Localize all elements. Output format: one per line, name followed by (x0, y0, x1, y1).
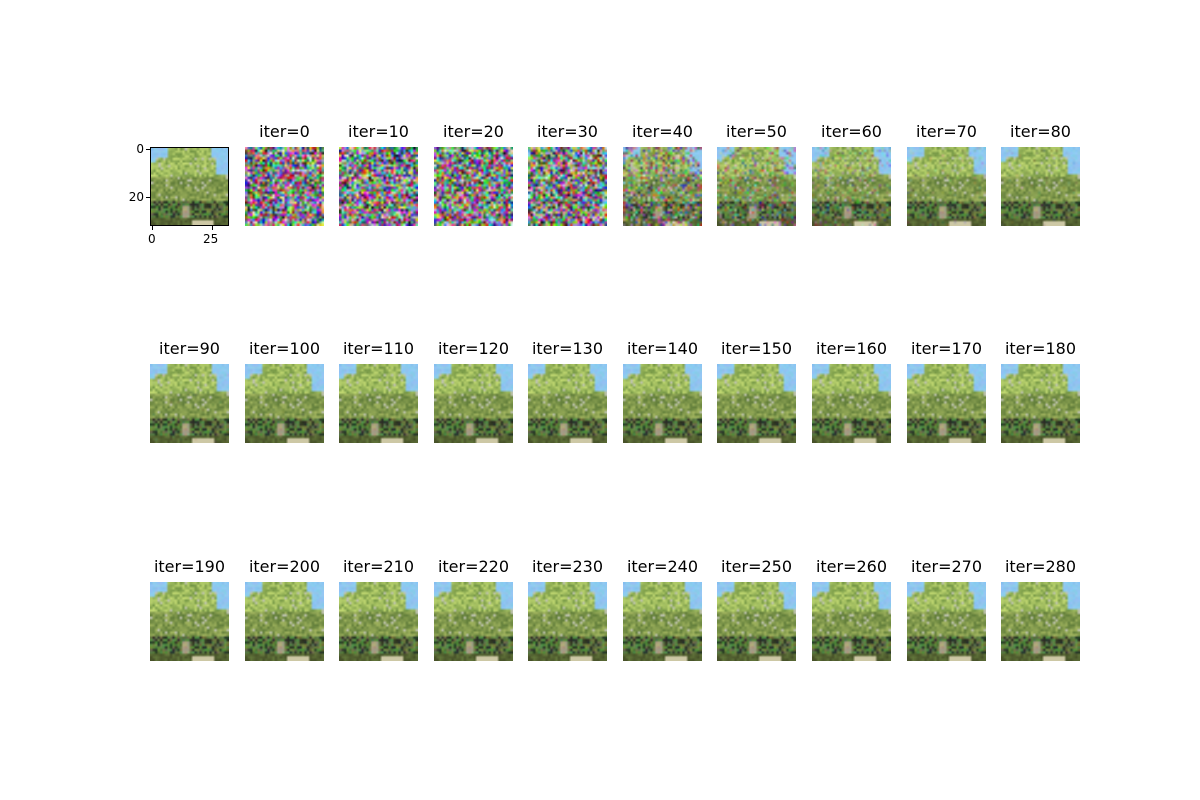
panel-title: iter=130 (531, 339, 604, 358)
generated-image-tile (339, 147, 418, 226)
generated-image-tile (1001, 364, 1080, 443)
panel-title: iter=250 (720, 557, 793, 576)
generated-image-tile (812, 364, 891, 443)
panel-title: iter=260 (815, 557, 888, 576)
panel-title: iter=180 (1004, 339, 1077, 358)
panel-title: iter=240 (626, 557, 699, 576)
generated-image-tile (1001, 147, 1080, 226)
x-tick-mark (152, 226, 153, 230)
generated-image-tile (339, 364, 418, 443)
reference-image (150, 147, 229, 226)
generated-image-tile (434, 147, 513, 226)
generated-image-tile (717, 147, 796, 226)
panel-title: iter=160 (815, 339, 888, 358)
panel-title: iter=200 (248, 557, 321, 576)
panel-title: iter=270 (910, 557, 983, 576)
generated-image-tile (339, 582, 418, 661)
generated-image-tile (623, 582, 702, 661)
panel-title: iter=30 (537, 122, 598, 141)
generated-image-tile (907, 582, 986, 661)
x-tick-label: 25 (203, 232, 219, 246)
panel-title: iter=0 (259, 122, 310, 141)
panel-title: iter=20 (443, 122, 504, 141)
generated-image-tile (812, 582, 891, 661)
panel-title: iter=110 (342, 339, 415, 358)
panel-title: iter=120 (437, 339, 510, 358)
x-tick-mark (212, 226, 213, 230)
generated-image-tile (245, 364, 324, 443)
generated-image-tile (528, 582, 607, 661)
generated-image-tile (528, 147, 607, 226)
panel-title: iter=90 (159, 339, 220, 358)
generated-image-tile (623, 147, 702, 226)
panel-title: iter=150 (720, 339, 793, 358)
generated-image-tile (907, 364, 986, 443)
generated-image-tile (434, 364, 513, 443)
y-tick-label: 0 (136, 142, 144, 156)
generated-image-tile (1001, 582, 1080, 661)
generated-image-tile (907, 147, 986, 226)
generated-image-tile (812, 147, 891, 226)
generated-image-tile (245, 582, 324, 661)
panel-title: iter=170 (910, 339, 983, 358)
panel-title: iter=230 (531, 557, 604, 576)
panel-title: iter=70 (916, 122, 977, 141)
panel-title: iter=40 (632, 122, 693, 141)
panel-title: iter=280 (1004, 557, 1077, 576)
generated-image-tile (245, 147, 324, 226)
generated-image-tile (150, 582, 229, 661)
y-tick-mark (146, 149, 150, 150)
panel-title: iter=190 (153, 557, 226, 576)
panel-title: iter=80 (1010, 122, 1071, 141)
generated-image-tile (623, 364, 702, 443)
generated-image-tile (717, 582, 796, 661)
panel-title: iter=100 (248, 339, 321, 358)
panel-title: iter=140 (626, 339, 699, 358)
x-tick-label: 0 (148, 232, 156, 246)
panel-title: iter=210 (342, 557, 415, 576)
generated-image-tile (528, 364, 607, 443)
generated-image-tile (717, 364, 796, 443)
y-tick-label: 20 (128, 190, 144, 204)
panel-title: iter=50 (726, 122, 787, 141)
y-tick-mark (146, 197, 150, 198)
panel-title: iter=60 (821, 122, 882, 141)
panel-title: iter=10 (348, 122, 409, 141)
generated-image-tile (434, 582, 513, 661)
panel-title: iter=220 (437, 557, 510, 576)
generated-image-tile (150, 364, 229, 443)
